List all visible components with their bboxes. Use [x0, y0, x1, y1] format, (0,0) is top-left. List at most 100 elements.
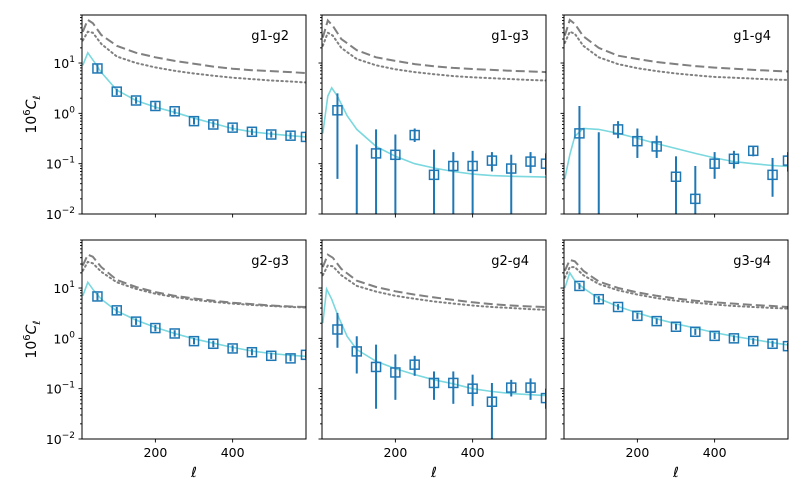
y-axis-label: 106Cℓ: [22, 320, 43, 358]
panel-label: g1-g4: [733, 29, 771, 44]
x-tick-label: 400: [461, 445, 485, 460]
data-point: [690, 193, 701, 205]
data-point: [130, 316, 142, 327]
y-tick-label-exponent: 0: [69, 105, 75, 115]
data-point: [767, 338, 778, 350]
data-point: [574, 128, 585, 139]
panel-frame: [81, 14, 307, 215]
data-point: [92, 63, 103, 74]
dotted-curve: [82, 260, 306, 309]
data-point: [651, 141, 662, 152]
data-point: [486, 396, 498, 407]
y-tick-label: 101: [53, 280, 75, 296]
model-curve: [322, 286, 546, 397]
data-point: [448, 160, 459, 172]
y-tick-label: 101: [53, 55, 75, 71]
data-point: [593, 293, 605, 305]
y-tick-label-base: 10: [53, 106, 69, 121]
panel-frame: [321, 239, 547, 440]
data-point: [130, 95, 142, 106]
panel-label: g2-g3: [251, 254, 289, 269]
x-tick-label: 400: [221, 445, 245, 460]
y-tick-label-base: 10: [53, 281, 69, 296]
x-tick-label: 200: [625, 445, 649, 460]
panel-frame: [563, 14, 789, 215]
data-point: [486, 155, 498, 166]
dashed-curve: [564, 258, 788, 308]
data-point: [265, 350, 277, 362]
y-tick-label-base: 10: [46, 207, 62, 222]
dotted-curve: [322, 264, 546, 311]
data-point: [111, 305, 123, 316]
data-point: [690, 326, 701, 338]
panel-plot-area: [564, 258, 788, 352]
y-axis-label-prefix: 10: [24, 341, 40, 359]
panel-g1-g3: g1-g3: [318, 14, 547, 218]
data-point: [370, 148, 382, 159]
y-tick-label-base: 10: [53, 331, 69, 346]
y-tick-label: 10−1: [46, 381, 75, 397]
data-point: [150, 322, 161, 334]
data-point: [150, 100, 161, 112]
y-axis-label: 106Cℓ: [22, 95, 43, 133]
x-tick-label: 200: [383, 445, 407, 460]
y-axis-label-subscript: ℓ: [32, 95, 43, 99]
data-point: [632, 135, 643, 147]
dotted-curve: [322, 31, 546, 82]
data-point: [525, 382, 536, 393]
y-tick-label-base: 10: [46, 382, 62, 397]
y-axis-label-subscript: ℓ: [32, 320, 43, 324]
data-point: [709, 330, 720, 342]
y-axis-label-exponent: 6: [22, 109, 33, 115]
model-curve: [322, 86, 546, 178]
dashed-curve: [82, 18, 306, 75]
data-point: [246, 126, 258, 138]
y-tick-label-exponent: 0: [69, 330, 75, 340]
data-point: [188, 335, 200, 347]
data-point: [111, 86, 123, 97]
panel-plot-area: [322, 253, 546, 439]
data-point: [612, 124, 624, 135]
y-tick-label: 10−2: [46, 431, 75, 447]
y-axis-label-prefix: 10: [24, 116, 40, 134]
dashed-curve: [564, 18, 788, 73]
data-point: [409, 359, 420, 370]
data-point: [246, 346, 258, 358]
data-point: [670, 171, 682, 182]
panel-plot-area: [82, 18, 306, 143]
data-point: [390, 149, 401, 161]
y-axis-label-symbol: C: [24, 324, 40, 334]
y-axis-label-symbol: C: [24, 99, 40, 109]
x-axis-label: ℓ: [190, 465, 197, 481]
data-point: [728, 153, 740, 165]
data-point: [351, 346, 363, 357]
data-point: [747, 145, 759, 157]
panel-plot-area: [82, 253, 306, 364]
data-point: [208, 338, 219, 350]
data-point: [188, 115, 200, 127]
data-point: [227, 343, 238, 354]
x-tick-label: 400: [703, 445, 727, 460]
data-point: [208, 119, 219, 130]
y-tick-label: 100: [53, 105, 75, 121]
data-point: [709, 158, 720, 169]
data-point: [169, 328, 180, 339]
x-tick-label: 200: [143, 445, 167, 460]
data-point: [525, 156, 536, 167]
panel-frame: [321, 14, 547, 215]
data-point: [370, 361, 382, 373]
panel-g1-g4: g1-g4: [560, 14, 789, 218]
panel-label: g1-g2: [251, 29, 289, 44]
dotted-curve: [564, 266, 788, 310]
panel-frame: [81, 239, 307, 440]
y-tick-label: 100: [53, 330, 75, 346]
data-point: [782, 155, 788, 166]
dotted-curve: [82, 30, 306, 84]
x-axis-label: ℓ: [430, 465, 437, 481]
dotted-curve: [564, 30, 788, 81]
panel-g3-g4: g3-g4 200 400 ℓ: [560, 239, 789, 481]
y-tick-label-base: 10: [46, 432, 62, 447]
y-tick-label-exponent: −1: [62, 156, 75, 166]
